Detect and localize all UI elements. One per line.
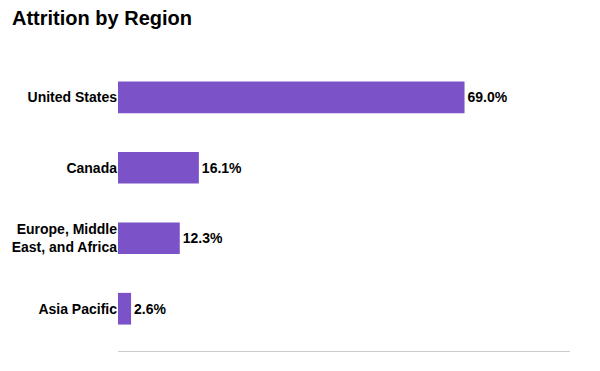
svg-text:Canada: Canada <box>66 160 117 176</box>
svg-text:United States: United States <box>28 89 118 105</box>
svg-text:Asia Pacific: Asia Pacific <box>38 301 117 317</box>
svg-text:Europe, MiddleEast, and Africa: Europe, MiddleEast, and Africa <box>12 221 118 255</box>
svg-text:12.3%: 12.3% <box>183 230 223 246</box>
svg-text:69.0%: 69.0% <box>468 89 508 105</box>
svg-text:16.1%: 16.1% <box>202 160 242 176</box>
svg-text:Attrition by Region: Attrition by Region <box>12 7 192 29</box>
svg-text:2.6%: 2.6% <box>134 301 166 317</box>
